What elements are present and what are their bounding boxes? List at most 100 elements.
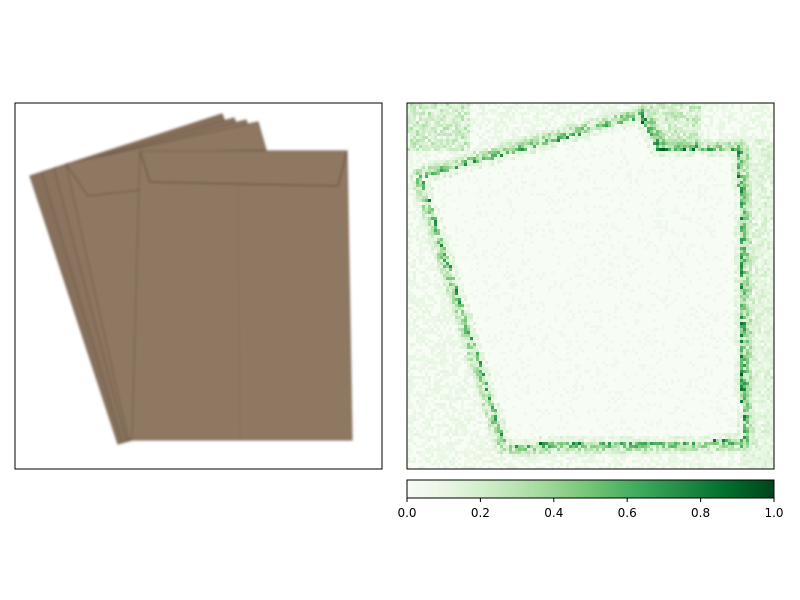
heatmap-cell [416,130,419,133]
heatmap-cell [755,172,758,175]
heatmap-cell [551,115,554,118]
heatmap-cell [443,373,446,376]
heatmap-cell [419,241,422,244]
heatmap-cell [425,331,428,334]
heatmap-cell [530,226,533,229]
heatmap-cell [752,217,755,220]
heatmap-cell [422,172,425,175]
heatmap-cell [431,214,434,217]
heatmap-cell [740,109,743,112]
heatmap-cell [689,106,692,109]
heatmap-cell [761,376,764,379]
heatmap-cell [425,193,428,196]
heatmap-cell [662,169,665,172]
heatmap-cell [572,136,575,139]
heatmap-cell [743,367,746,370]
heatmap-cell [710,139,713,142]
heatmap-cell [602,130,605,133]
heatmap-cell [536,274,539,277]
heatmap-cell [524,130,527,133]
heatmap-cell [440,394,443,397]
heatmap-cell [434,238,437,241]
heatmap-cell [488,193,491,196]
heatmap-cell [761,307,764,310]
heatmap-cell [605,187,608,190]
heatmap-cell [668,304,671,307]
heatmap-cell [452,112,455,115]
heatmap-cell [746,148,749,151]
heatmap-cell [446,370,449,373]
heatmap-cell [455,328,458,331]
heatmap-cell [455,169,458,172]
heatmap-cell [407,391,410,394]
heatmap-cell [749,232,752,235]
heatmap-cell [749,295,752,298]
heatmap-cell [746,241,749,244]
heatmap-cell [458,388,461,391]
heatmap-cell [770,229,773,232]
heatmap-cell [710,334,713,337]
heatmap-cell [488,274,491,277]
heatmap-cell [536,136,539,139]
heatmap-cell [467,244,470,247]
heatmap-cell [740,133,743,136]
heatmap-cell [548,124,551,127]
heatmap-cell [734,154,737,157]
heatmap-cell [587,175,590,178]
heatmap-panel [406,102,775,470]
heatmap-cell [509,349,512,352]
heatmap-cell [554,355,557,358]
heatmap-cell [584,190,587,193]
heatmap-cell [470,160,473,163]
heatmap-cell [455,355,458,358]
heatmap-cell [422,223,425,226]
heatmap-cell [422,382,425,385]
heatmap-cell [452,136,455,139]
heatmap-cell [770,223,773,226]
heatmap-cell [428,199,431,202]
heatmap-cell [479,382,482,385]
heatmap-cell [764,172,767,175]
heatmap-cell [476,115,479,118]
heatmap-cell [710,373,713,376]
heatmap-cell [521,136,524,139]
heatmap-cell [755,181,758,184]
heatmap-cell [698,196,701,199]
heatmap-cell [560,334,563,337]
heatmap-cell [605,118,608,121]
heatmap-cell [473,382,476,385]
heatmap-cell [740,388,743,391]
heatmap-cell [467,367,470,370]
heatmap-cell [416,394,419,397]
heatmap-cell [653,208,656,211]
heatmap-cell [446,358,449,361]
heatmap-cell [737,196,740,199]
heatmap-cell [500,151,503,154]
heatmap-cell [425,190,428,193]
heatmap-cell [419,172,422,175]
heatmap-cell [716,202,719,205]
heatmap-cell [410,115,413,118]
heatmap-cell [473,376,476,379]
heatmap-cell [740,313,743,316]
heatmap-cell [617,109,620,112]
heatmap-cell [680,145,683,148]
heatmap-cell [725,106,728,109]
heatmap-cell [446,103,449,106]
heatmap-cell [755,148,758,151]
heatmap-cell [428,394,431,397]
heatmap-cell [488,163,491,166]
heatmap-cell [746,388,749,391]
envelope-front [131,150,353,441]
heatmap-cell [764,160,767,163]
heatmap-cell [593,187,596,190]
heatmap-cell [416,313,419,316]
heatmap-cell [479,301,482,304]
heatmap-cell [737,283,740,286]
heatmap-cell [524,229,527,232]
heatmap-cell [749,184,752,187]
heatmap-cell [458,166,461,169]
heatmap-cell [599,223,602,226]
heatmap-cell [713,256,716,259]
heatmap-cell [740,244,743,247]
